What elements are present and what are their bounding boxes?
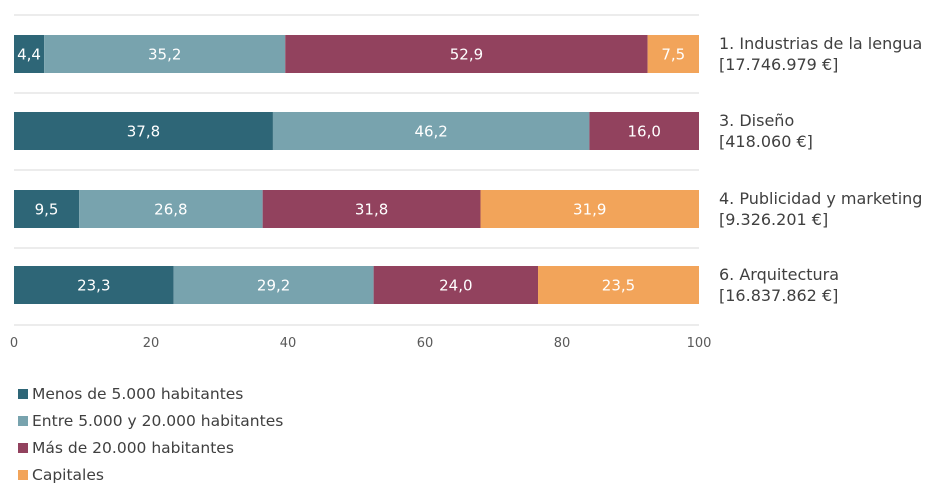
legend-label: Más de 20.000 habitantes	[32, 438, 234, 457]
bar-segment	[285, 35, 648, 73]
data-label: 35,2	[148, 46, 181, 64]
data-label: 4,4	[17, 46, 41, 64]
data-label: 24,0	[439, 277, 472, 295]
bar-segment	[538, 266, 699, 304]
legend-item-menos-5000: Menos de 5.000 habitantes	[18, 380, 283, 407]
legend-swatch	[18, 469, 28, 480]
x-tick-label: 20	[143, 336, 160, 351]
category-total-label: [9.326.201 €]	[719, 210, 828, 229]
data-label: 46,2	[414, 123, 447, 141]
data-label: 31,8	[355, 201, 388, 219]
bar-segment	[14, 35, 45, 73]
legend-swatch	[18, 442, 28, 453]
data-label: 7,5	[661, 46, 685, 64]
bar-segment	[589, 112, 699, 150]
legend-item-capitales: Capitales	[18, 461, 283, 488]
bar-segment	[14, 112, 273, 150]
data-label: 9,5	[35, 201, 59, 219]
data-label: 26,8	[154, 201, 187, 219]
x-tick-label: 0	[10, 336, 18, 351]
bar-segment	[79, 190, 263, 228]
data-label: 16,0	[627, 123, 660, 141]
legend-label: Entre 5.000 y 20.000 habitantes	[32, 411, 284, 430]
bar-segment	[647, 35, 699, 73]
category-total-label: [16.837.862 €]	[719, 286, 838, 305]
data-label: 31,9	[573, 201, 606, 219]
bar-segment	[272, 112, 590, 150]
bar-segment	[14, 266, 174, 304]
legend-item-entre-5000-20000: Entre 5.000 y 20.000 habitantes	[18, 407, 283, 434]
legend-swatch	[18, 388, 28, 399]
data-label: 29,2	[257, 277, 290, 295]
x-tick-label: 80	[554, 336, 571, 351]
bar-segment	[262, 190, 481, 228]
x-tick-label: 40	[280, 336, 297, 351]
category-total-label: [17.746.979 €]	[719, 55, 838, 74]
bar-segment	[44, 35, 286, 73]
bar-segment	[480, 190, 699, 228]
legend-swatch	[18, 415, 28, 426]
bar-segment	[14, 190, 80, 228]
legend: Menos de 5.000 habitantes Entre 5.000 y …	[18, 380, 283, 488]
legend-item-mas-20000: Más de 20.000 habitantes	[18, 434, 283, 461]
category-label: 3. Diseño	[719, 111, 794, 130]
bar-segment	[173, 266, 374, 304]
x-tick-label: 100	[687, 336, 712, 351]
category-label: 1. Industrias de la lengua	[719, 34, 922, 53]
data-label: 23,3	[77, 277, 110, 295]
data-label: 52,9	[450, 46, 483, 64]
category-total-label: [418.060 €]	[719, 132, 813, 151]
legend-label: Menos de 5.000 habitantes	[32, 384, 244, 403]
category-label: 4. Publicidad y marketing	[719, 189, 922, 208]
category-label: 6. Arquitectura	[719, 265, 839, 284]
x-tick-label: 60	[417, 336, 434, 351]
legend-label: Capitales	[32, 465, 104, 484]
data-label: 37,8	[127, 123, 160, 141]
bar-segment	[373, 266, 539, 304]
data-label: 23,5	[602, 277, 635, 295]
